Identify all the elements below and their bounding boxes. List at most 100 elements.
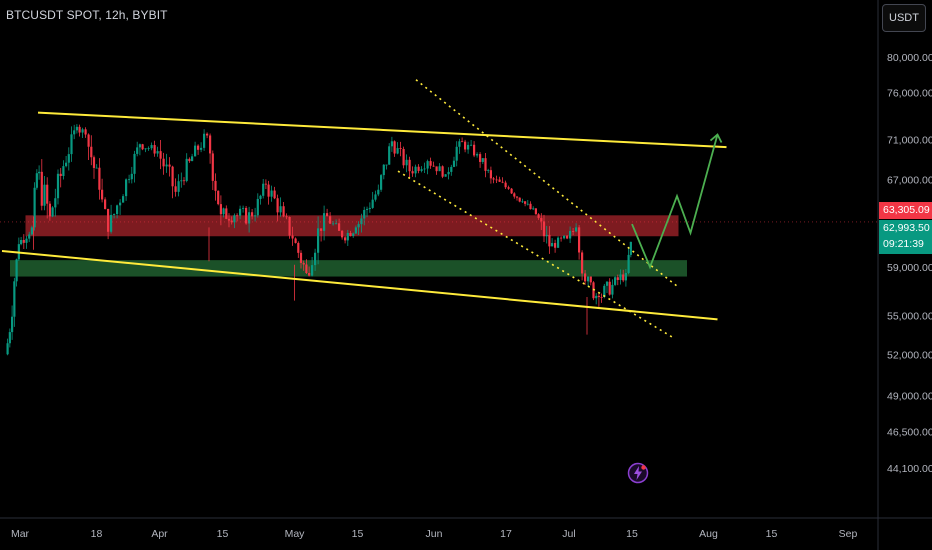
candle-body [420, 169, 423, 171]
y-tick-label: 59,000.00 [887, 262, 932, 274]
y-axis-labels: 80,000.00 76,000.00 71,000.00 67,000.00 59,0… [887, 52, 932, 475]
candle-body [515, 196, 519, 198]
candle-body [578, 227, 581, 253]
candle-body [498, 179, 501, 182]
candle-body [15, 259, 18, 282]
candle-body [245, 207, 248, 224]
candle-body [542, 221, 546, 237]
candle-body [627, 254, 630, 274]
candle-body [308, 273, 311, 276]
candle-body [182, 180, 186, 182]
candle-body [489, 170, 492, 179]
x-tick-label: May [285, 528, 306, 540]
symbol-title[interactable]: BTCUSDT SPOT, 12h, BYBIT [6, 8, 168, 22]
candle-body [62, 166, 65, 176]
candle-body [393, 141, 396, 154]
candle-body [595, 295, 598, 299]
candle-body [98, 167, 101, 190]
candle-body [67, 154, 70, 163]
candle-body [521, 201, 524, 203]
candle-body [354, 227, 357, 234]
candle-body [435, 166, 438, 172]
x-tick-label: Mar [11, 528, 30, 540]
candle-body [302, 262, 305, 265]
candle-body [11, 316, 14, 333]
candle-body [597, 295, 600, 298]
projection [631, 133, 723, 270]
candle-body [510, 188, 513, 194]
candle-body [587, 276, 590, 282]
candle-body [219, 204, 222, 215]
candle-body [43, 184, 46, 206]
candle-body [285, 216, 288, 218]
candle-body [624, 273, 627, 281]
candle-body [282, 206, 285, 217]
candle-body [254, 215, 257, 217]
candle-body [432, 165, 435, 167]
candle-body [441, 166, 444, 177]
x-tick-label: 15 [217, 528, 229, 540]
y-tick-label: 67,000.00 [887, 174, 932, 186]
lightning-bolt-icon[interactable] [627, 462, 649, 484]
candle-body [299, 252, 303, 263]
candle-body [119, 202, 122, 206]
candle-body [276, 198, 279, 213]
candle-body [554, 243, 557, 248]
candle-body [136, 147, 139, 154]
candle-body [589, 276, 592, 283]
candle-body [110, 214, 113, 232]
candle-body [444, 174, 447, 177]
y-tick-label: 76,000.00 [887, 87, 932, 99]
candle-body [242, 207, 245, 209]
candle-body [297, 242, 300, 253]
candle-body [467, 144, 470, 150]
x-tick-label: Jun [426, 528, 443, 540]
candle-body [138, 144, 141, 148]
candle-body [450, 166, 453, 172]
candle-body [529, 203, 532, 210]
candle-body [426, 161, 429, 169]
candle-body [225, 208, 228, 219]
candle-body [629, 241, 632, 255]
candle-body [569, 230, 572, 239]
x-tick-label: 15 [352, 528, 364, 540]
candle-body [73, 130, 76, 135]
candle-body [291, 235, 294, 239]
candle-body [227, 218, 231, 221]
candle-body [405, 159, 408, 166]
candle-body [540, 217, 543, 222]
candle-body [51, 207, 54, 217]
candle-body [78, 126, 81, 133]
candle-body [458, 141, 461, 147]
candle-body [116, 205, 119, 215]
currency-button[interactable]: USDT [882, 4, 926, 32]
last-price-tag: 62,993.50 09:21:39 [879, 220, 932, 254]
candle-body [90, 146, 93, 158]
candle-body [144, 148, 147, 150]
candle-body [399, 148, 402, 149]
y-tick-label: 49,000.00 [887, 390, 932, 402]
candle-body [600, 297, 603, 298]
candle-body [185, 158, 188, 181]
candle-body [294, 238, 297, 243]
candle-body [59, 173, 62, 176]
candle-body [371, 199, 374, 208]
candle-body [211, 153, 214, 181]
x-tick-label: 15 [626, 528, 638, 540]
candle-body [156, 151, 159, 154]
candle-body [165, 164, 168, 167]
candle-body [101, 189, 104, 200]
candle-body [495, 179, 498, 181]
candle-body [390, 141, 393, 147]
candle-body [622, 274, 625, 281]
candle-body [104, 199, 107, 209]
y-tick-label: 52,000.00 [887, 349, 932, 361]
candle-body [311, 265, 314, 276]
candle-body [259, 195, 262, 199]
candle-body [267, 184, 270, 197]
candle-body [81, 129, 84, 133]
candle-body [619, 274, 622, 280]
